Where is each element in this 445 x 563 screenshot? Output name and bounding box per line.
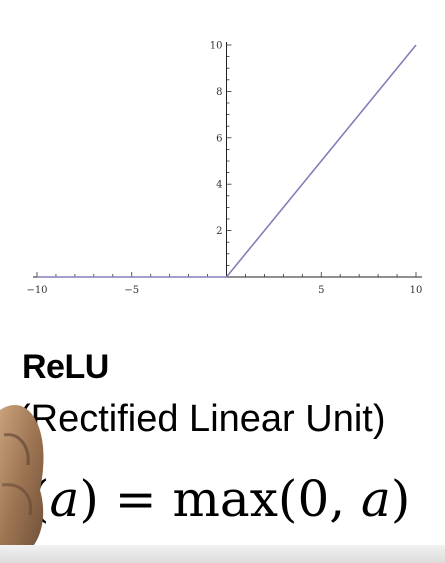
formula-close: )	[390, 470, 411, 528]
y-tick-label: 2	[216, 226, 222, 237]
x-tick-label: 10	[410, 285, 423, 296]
x-tick-label: −10	[26, 285, 47, 296]
formula-rest: ) = max(0,	[79, 470, 362, 528]
y-tick-label: 10	[210, 41, 223, 52]
bottom-band	[0, 545, 445, 563]
relu-chart: −10 −5 5 10 2 4 6 8 10	[26, 41, 422, 297]
x-tick-label: 5	[318, 285, 324, 296]
presenter-hand-image	[0, 405, 44, 555]
chart-axes	[33, 42, 422, 278]
y-tick-label: 8	[216, 87, 222, 98]
chart-ticks	[36, 44, 417, 277]
relu-formula: (a) = max(0, a)	[30, 470, 410, 528]
chart-subtitle: (Rectified Linear Unit)	[18, 398, 386, 440]
chart-tick-labels: −10 −5 5 10 2 4 6 8 10	[26, 41, 422, 297]
relu-line-series	[37, 44, 417, 278]
y-tick-label: 4	[216, 180, 222, 191]
x-tick-label: −5	[124, 285, 139, 296]
chart-title: ReLU	[22, 348, 109, 386]
formula-arg2: a	[361, 470, 391, 528]
chart-series	[37, 44, 417, 278]
formula-arg: a	[49, 470, 80, 528]
y-tick-label: 6	[216, 133, 222, 144]
